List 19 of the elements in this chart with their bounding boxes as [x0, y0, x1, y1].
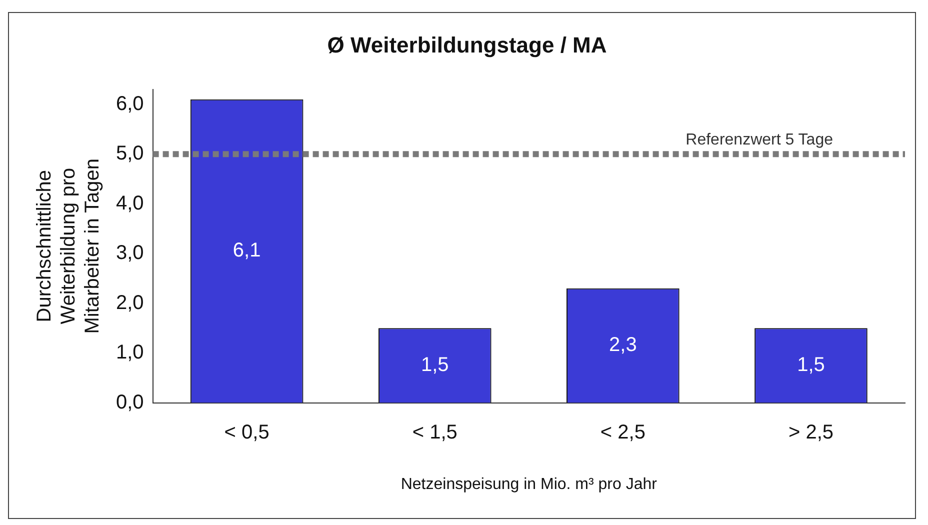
x-tick-label: < 0,5	[224, 421, 270, 444]
data-label: 1,5	[797, 354, 825, 376]
x-tick-label: < 1,5	[412, 421, 458, 444]
y-tick-label: 1,0	[116, 342, 144, 364]
y-tick-label: 2,0	[116, 292, 144, 314]
data-label: 2,3	[609, 334, 637, 356]
x-tick-label: < 2,5	[600, 421, 646, 444]
y-axis-title: Durchschnittliche Weiterbildung pro Mitarbeiter in Tagen	[34, 158, 104, 334]
y-tick-label: 0,0	[116, 391, 144, 414]
ref-line-label: Referenzwert 5 Tage	[686, 131, 834, 148]
x-axis-title: Netzeinspeisung in Mio. m³ pro Jahr	[400, 476, 658, 493]
y-tick-label: 3,0	[116, 242, 144, 264]
data-label: 1,5	[420, 354, 449, 376]
data-label: 6,1	[232, 240, 261, 262]
y-tick-label: 5,0	[116, 142, 144, 165]
y-tick-label: 4,0	[116, 192, 144, 214]
y-tick-label: 6,0	[116, 92, 144, 115]
chart-title: Ø Weiterbildungstage / MA	[327, 32, 607, 58]
x-tick-label: > 2,5	[788, 421, 834, 444]
